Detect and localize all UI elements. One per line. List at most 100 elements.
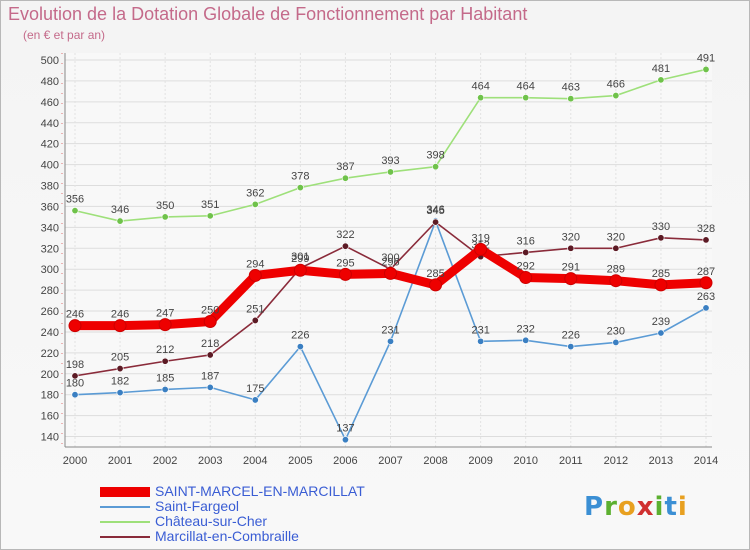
series-chateau-sur-cher-data-label: 350 [156, 200, 174, 212]
x-tick-label: 2010 [513, 455, 537, 467]
series-saint-marcel-en-marcillat-point [113, 319, 127, 333]
y-tick-label: 340 [41, 222, 59, 234]
series-saint-fargeol-point [341, 436, 349, 444]
legend-label: SAINT-MARCEL-EN-MARCILLAT [155, 483, 365, 499]
series-chateau-sur-cher-point [567, 95, 575, 103]
series-saint-fargeol-point [522, 336, 530, 344]
logo-letter: P [584, 492, 605, 522]
series-saint-fargeol-data-label: 137 [336, 423, 354, 435]
series-saint-fargeol-point [251, 396, 259, 404]
series-chateau-sur-cher-data-label: 362 [246, 187, 264, 199]
y-tick-label: 440 [41, 118, 59, 130]
series-marcillat-en-combraille-point [71, 372, 79, 380]
logo-letter: o [617, 492, 637, 522]
series-marcillat-en-combraille-point [657, 234, 665, 242]
legend-swatch [100, 536, 150, 538]
series-marcillat-en-combraille-point [161, 357, 169, 365]
series-chateau-sur-cher-data-label: 463 [562, 82, 580, 94]
series-chateau-sur-cher-data-label: 346 [111, 204, 129, 216]
legend-swatch [100, 521, 150, 523]
series-marcillat-en-combraille-point [432, 218, 440, 226]
series-saint-marcel-en-marcillat-data-label: 250 [201, 304, 219, 316]
y-tick-label: 480 [41, 76, 59, 88]
series-chateau-sur-cher-data-label: 393 [381, 155, 399, 167]
legend-swatch [100, 487, 150, 497]
series-chateau-sur-cher-data-label: 481 [652, 63, 670, 75]
series-chateau-sur-cher-data-label: 356 [66, 194, 84, 206]
x-tick-label: 2009 [468, 455, 492, 467]
y-tick-label: 240 [41, 327, 59, 339]
series-saint-marcel-en-marcillat-data-label: 299 [291, 253, 309, 265]
series-saint-fargeol-data-label: 187 [201, 370, 219, 382]
series-marcillat-en-combraille-data-label: 345 [426, 205, 444, 217]
series-chateau-sur-cher-point [71, 207, 79, 215]
logo-letter: i [677, 492, 688, 522]
series-saint-fargeol-point [567, 343, 575, 351]
series-saint-marcel-en-marcillat-data-label: 319 [471, 232, 489, 244]
series-saint-fargeol-point [612, 338, 620, 346]
series-saint-marcel-en-marcillat-data-label: 287 [697, 266, 715, 278]
series-saint-marcel-en-marcillat-point [338, 267, 352, 281]
series-chateau-sur-cher-point [206, 212, 214, 220]
series-saint-marcel-en-marcillat-point [384, 266, 397, 280]
series-marcillat-en-combraille-point [567, 244, 575, 252]
x-tick-label: 2001 [108, 455, 132, 467]
series-marcillat-en-combraille-data-label: 198 [66, 359, 84, 371]
series-saint-marcel-en-marcillat-data-label: 294 [246, 258, 264, 270]
series-chateau-sur-cher-data-label: 466 [607, 79, 625, 91]
series-chateau-sur-cher-point [702, 65, 710, 73]
series-marcillat-en-combraille-data-label: 328 [697, 223, 715, 235]
series-saint-fargeol-point [477, 337, 485, 345]
y-tick-label: 200 [41, 369, 59, 381]
x-tick-label: 2005 [288, 455, 312, 467]
series-chateau-sur-cher-point [341, 174, 349, 182]
y-tick-label: 360 [41, 201, 59, 213]
series-chateau-sur-cher-point [657, 76, 665, 84]
x-tick-label: 2014 [694, 455, 718, 467]
series-chateau-sur-cher-point [477, 94, 485, 102]
series-marcillat-en-combraille-point [522, 248, 530, 256]
logo-letter: t [664, 492, 678, 522]
series-marcillat-en-combraille-point [116, 365, 124, 373]
series-saint-marcel-en-marcillat-data-label: 246 [111, 309, 129, 321]
series-saint-marcel-en-marcillat-point [609, 274, 623, 288]
series-marcillat-en-combraille-data-label: 320 [607, 231, 625, 243]
x-tick-label: 2004 [243, 455, 267, 467]
logo-letter: x [636, 492, 655, 522]
series-saint-fargeol-data-label: 226 [562, 330, 580, 342]
series-chateau-sur-cher-data-label: 464 [471, 81, 489, 93]
series-marcillat-en-combraille-data-label: 300 [381, 252, 399, 264]
series-chateau-sur-cher-data-label: 491 [697, 52, 715, 64]
series-chateau-sur-cher-point [251, 200, 259, 208]
series-marcillat-en-combraille-data-label: 330 [652, 221, 670, 233]
series-saint-marcel-en-marcillat-data-label: 289 [607, 264, 625, 276]
series-saint-fargeol-data-label: 230 [607, 325, 625, 337]
series-saint-marcel-en-marcillat-point [474, 242, 488, 256]
series-saint-marcel-en-marcillat-data-label: 291 [562, 262, 580, 274]
chart-title: Evolution de la Dotation Globale de Fonc… [8, 4, 528, 24]
x-tick-label: 2008 [423, 455, 447, 467]
y-tick-label: 460 [41, 97, 59, 109]
series-saint-fargeol-data-label: 180 [66, 378, 84, 390]
series-marcillat-en-combraille-data-label: 212 [156, 344, 174, 356]
y-tick-label: 400 [41, 160, 59, 172]
legend-label: Marcillat-en-Combraille [155, 528, 299, 544]
series-chateau-sur-cher-data-label: 378 [291, 171, 309, 183]
series-marcillat-en-combraille-data-label: 320 [562, 231, 580, 243]
series-saint-marcel-en-marcillat-data-label: 296 [381, 256, 399, 268]
x-tick-label: 2007 [378, 455, 402, 467]
series-saint-marcel-en-marcillat-point [699, 276, 713, 290]
series-saint-marcel-en-marcillat-data-label: 246 [66, 309, 84, 321]
series-marcillat-en-combraille-point [702, 236, 710, 244]
series-saint-fargeol-data-label: 175 [246, 383, 264, 395]
series-marcillat-en-combraille-data-label: 322 [336, 229, 354, 241]
series-saint-fargeol-point [702, 304, 710, 312]
series-chateau-sur-cher-data-label: 387 [336, 161, 354, 173]
series-marcillat-en-combraille-data-label: 205 [111, 352, 129, 364]
y-tick-label: 280 [41, 285, 59, 297]
logo-letter: r [604, 492, 618, 522]
legend-swatch [100, 506, 150, 508]
series-marcillat-en-combraille-point [612, 244, 620, 252]
series-saint-fargeol-point [116, 389, 124, 397]
